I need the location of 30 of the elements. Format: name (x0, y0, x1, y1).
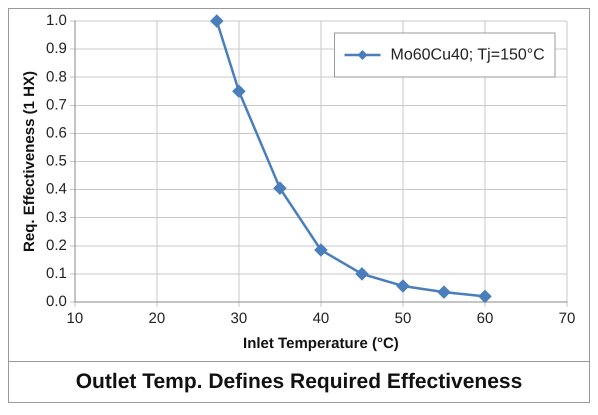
y-tick-label: 0.5 (46, 152, 67, 170)
point (438, 286, 450, 298)
point (210, 14, 224, 28)
y-tick-label: 0.1 (46, 265, 67, 282)
x-tick-label: 70 (558, 310, 576, 328)
y-tick-label: 0.8 (46, 68, 67, 86)
y-tick-label: 0.2 (46, 236, 67, 254)
x-tick-label: 40 (312, 310, 330, 328)
x-tick-label: 50 (394, 310, 412, 328)
legend-label: Mo60Cu40; Tj=150°C (390, 46, 545, 64)
x-tick-label: 60 (476, 310, 494, 328)
y-tick-label: 0.0 (46, 293, 67, 310)
point (478, 290, 492, 303)
y-tick-label: 0.7 (46, 96, 67, 114)
x-tick-label: 30 (230, 310, 248, 328)
point (314, 244, 328, 256)
y-tick-label: 0.6 (46, 124, 67, 142)
y-tick-label: 0.4 (46, 180, 67, 198)
x-axis-title: Inlet Temperature (°C) (243, 335, 399, 352)
point (232, 85, 246, 98)
text: Outlet Temp. Defines Required Effectiveness (9, 361, 589, 402)
point (274, 182, 286, 194)
y-tick-label: 1.0 (46, 12, 67, 30)
x-tick-label: 20 (148, 310, 166, 328)
x-tick-label: 10 (66, 310, 84, 328)
y-tick-label: 0.3 (46, 208, 67, 226)
y-tick-label: 0.9 (46, 40, 67, 58)
point (356, 268, 368, 280)
point (396, 280, 410, 292)
y-axis-title: Req. Effectiveness (1 HX) (21, 71, 38, 252)
